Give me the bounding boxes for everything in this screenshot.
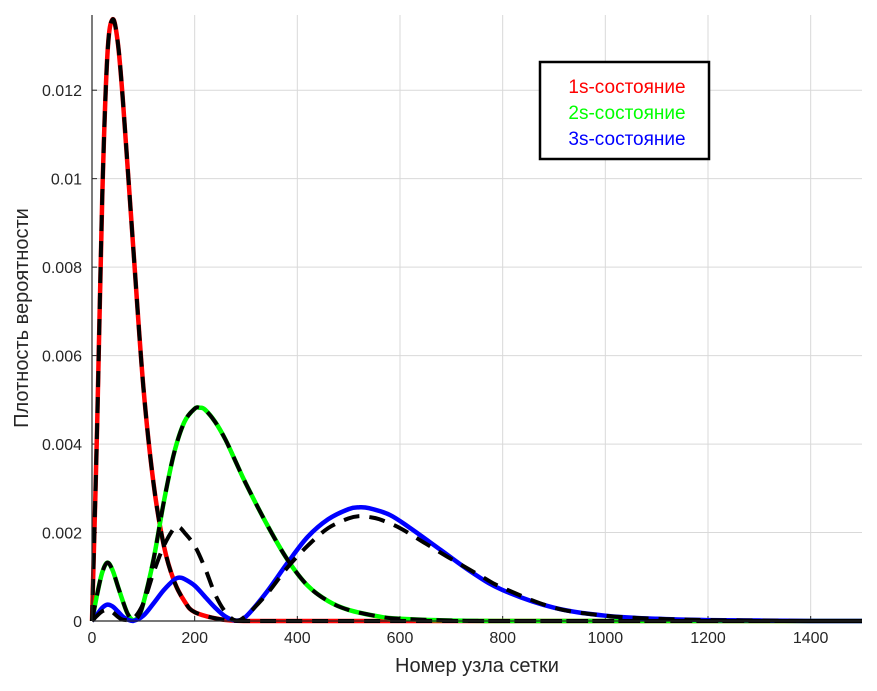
y-tick-label: 0.008: [42, 260, 82, 277]
x-tick-label: 1400: [793, 630, 829, 647]
series-line-reference-4: [90, 405, 862, 624]
x-tick-label: 1000: [588, 630, 624, 647]
x-axis-title: Номер узла сетки: [395, 655, 559, 677]
axes: [91, 15, 862, 622]
y-tick-label: 0.002: [42, 526, 82, 543]
y-tick-label: 0.01: [51, 172, 82, 189]
x-tick-label: 600: [387, 630, 414, 647]
legend-entry-1s: 1s-состояние: [568, 77, 685, 98]
x-tick-label: 800: [489, 630, 516, 647]
y-axis-title: Плотность вероятности: [11, 208, 33, 428]
x-tick-label: 400: [284, 630, 311, 647]
y-tick-label: 0.012: [42, 83, 82, 100]
legend-entry-3s: 3s-состояние: [568, 129, 685, 150]
legend-box: [538, 60, 711, 161]
x-tick-label: 0: [88, 630, 97, 647]
y-tick-label: 0.006: [42, 349, 82, 366]
series-line-reference-5: [90, 514, 862, 623]
legend-entry-2s: 2s-состояние: [568, 103, 685, 124]
y-tick-label: 0: [73, 614, 82, 631]
y-tick-labels: 0 0.002 0.004 0.006 0.008 0.01 0.012: [42, 83, 82, 631]
y-tick-label: 0.004: [42, 437, 82, 454]
legend: 1s-состояние 2s-состояние 3s-состояние: [538, 60, 711, 161]
x-tick-label: 200: [181, 630, 208, 647]
x-tick-labels: 0 200 400 600 800 1000 1200 1400: [88, 630, 829, 647]
x-tick-label: 1200: [690, 630, 726, 647]
